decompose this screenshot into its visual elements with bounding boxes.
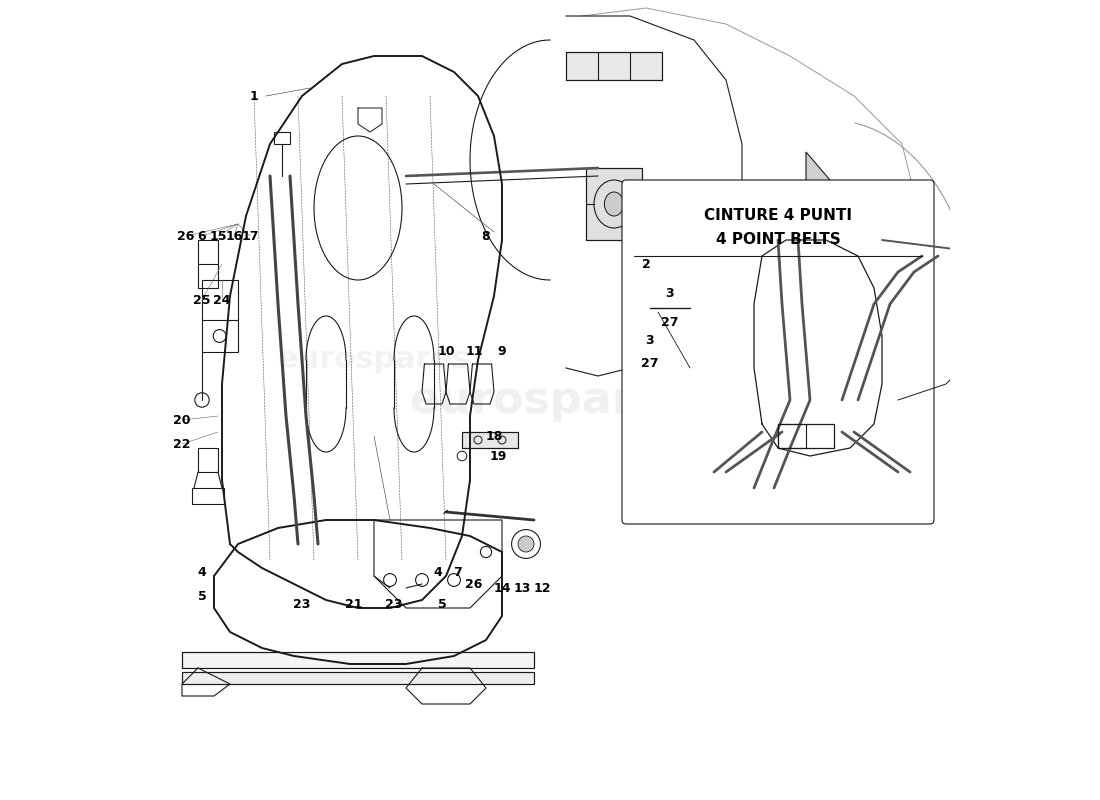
Text: 25: 25 — [194, 294, 211, 306]
Text: 4 POINT BELTS: 4 POINT BELTS — [716, 233, 840, 247]
Bar — [566, 52, 662, 80]
Text: 3: 3 — [666, 287, 674, 300]
Polygon shape — [710, 152, 854, 264]
Text: 22: 22 — [174, 438, 190, 450]
Bar — [182, 672, 534, 684]
Bar — [778, 424, 806, 448]
Bar — [182, 652, 534, 668]
Text: 15: 15 — [209, 230, 227, 242]
Text: 12: 12 — [534, 582, 551, 594]
Bar — [182, 652, 534, 668]
Text: 9: 9 — [497, 346, 506, 358]
Bar — [462, 432, 518, 448]
Text: 6: 6 — [198, 230, 207, 242]
Bar — [192, 488, 224, 504]
Text: 8: 8 — [482, 230, 491, 242]
Text: 3: 3 — [646, 334, 654, 346]
Text: 20: 20 — [174, 414, 190, 426]
Text: 24: 24 — [213, 294, 231, 306]
Text: 5: 5 — [198, 590, 207, 602]
Text: 14: 14 — [493, 582, 510, 594]
Text: 26: 26 — [177, 230, 195, 242]
Bar — [198, 448, 218, 472]
Text: 2: 2 — [641, 258, 650, 270]
Text: 23: 23 — [385, 598, 403, 610]
Text: 19: 19 — [490, 450, 507, 462]
Text: 13: 13 — [514, 582, 530, 594]
Text: 1: 1 — [250, 90, 258, 102]
Text: 27: 27 — [641, 358, 659, 370]
Text: eurospares: eurospares — [629, 346, 823, 374]
Text: eurospares: eurospares — [277, 346, 471, 374]
Bar — [778, 424, 834, 448]
Bar — [274, 132, 290, 144]
Text: 23: 23 — [294, 598, 310, 610]
Text: 16: 16 — [226, 230, 243, 242]
Bar — [566, 52, 662, 80]
Bar — [586, 168, 642, 240]
Text: 5: 5 — [438, 598, 447, 610]
Bar — [586, 168, 642, 240]
Ellipse shape — [604, 192, 624, 216]
Text: 26: 26 — [465, 578, 483, 590]
Text: 10: 10 — [438, 346, 454, 358]
Text: eurospares: eurospares — [409, 378, 691, 422]
Text: 11: 11 — [465, 346, 483, 358]
FancyBboxPatch shape — [621, 180, 934, 524]
Bar — [198, 240, 218, 288]
Circle shape — [518, 536, 534, 552]
Text: 7: 7 — [453, 566, 462, 578]
Text: 18: 18 — [485, 430, 503, 442]
Bar — [462, 432, 518, 448]
Text: 17: 17 — [241, 230, 258, 242]
Text: 21: 21 — [345, 598, 363, 610]
Text: 4: 4 — [198, 566, 207, 578]
Text: CINTURE 4 PUNTI: CINTURE 4 PUNTI — [704, 209, 852, 223]
Bar — [182, 672, 534, 684]
Bar — [202, 280, 238, 352]
Text: 4: 4 — [433, 566, 442, 578]
Text: 27: 27 — [661, 316, 679, 329]
